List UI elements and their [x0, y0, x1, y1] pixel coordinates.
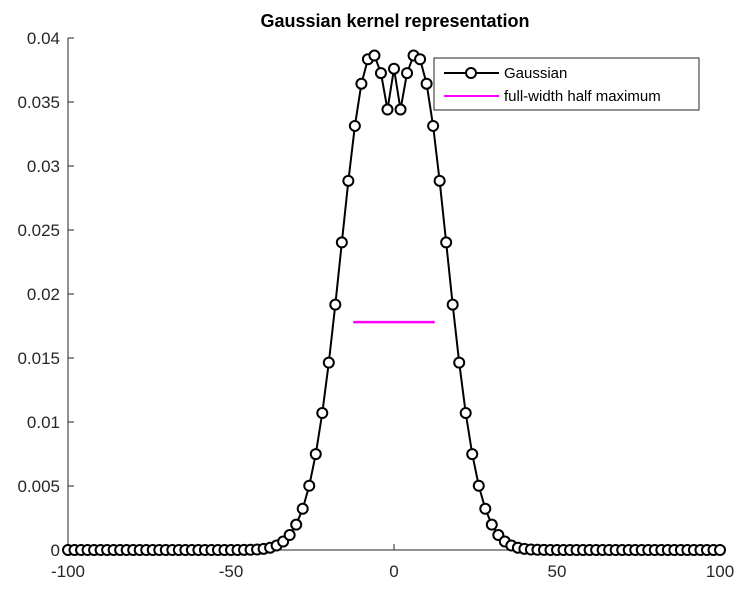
- y-axis-ticks: 0 0.005 0.01 0.015 0.02 0.025 0.03 0.035 0.04: [17, 29, 74, 560]
- series-lines: [68, 54, 720, 551]
- gaussian-point: [322, 356, 335, 369]
- y-tick-label: 0.02: [27, 285, 60, 304]
- gaussian-point: [335, 236, 348, 249]
- gaussian-point: [394, 103, 407, 116]
- gaussian-point: [296, 502, 309, 515]
- x-tick-label: 50: [548, 562, 567, 581]
- chart-title: Gaussian kernel representation: [260, 11, 529, 31]
- gaussian-point: [485, 518, 498, 531]
- gaussian-point: [309, 448, 322, 461]
- legend-gaussian-marker: [465, 67, 477, 79]
- gaussian-point: [420, 77, 433, 90]
- gaussian-line: [68, 54, 720, 551]
- gaussian-point: [446, 298, 459, 311]
- gaussian-point: [472, 479, 485, 492]
- y-tick-label: 0.015: [17, 349, 60, 368]
- gaussian-point: [368, 49, 381, 62]
- y-tick-label: 0.03: [27, 157, 60, 176]
- gaussian-point: [479, 502, 492, 515]
- gaussian-point: [433, 174, 446, 187]
- x-tick-label: 0: [389, 562, 398, 581]
- series-points: [62, 49, 726, 556]
- y-tick-label: 0.04: [27, 29, 60, 48]
- legend: Gaussian full-width half maximum: [433, 57, 700, 111]
- gaussian-point: [453, 356, 466, 369]
- gaussian-point: [427, 119, 440, 132]
- x-tick-label: -50: [219, 562, 244, 581]
- legend-fwhm-label: full-width half maximum: [504, 88, 661, 105]
- gaussian-point: [316, 407, 329, 420]
- gaussian-point: [381, 103, 394, 116]
- gaussian-point: [388, 62, 400, 75]
- y-tick-label: 0: [51, 541, 60, 560]
- gaussian-point: [440, 236, 453, 249]
- gaussian-point: [290, 518, 303, 531]
- x-tick-label: -100: [51, 562, 85, 581]
- x-tick-label: 100: [706, 562, 734, 581]
- gaussian-point: [303, 479, 316, 492]
- gaussian-point: [348, 119, 361, 132]
- legend-gaussian-label: Gaussian: [504, 65, 567, 82]
- y-tick-label: 0.005: [17, 477, 60, 496]
- axes: [67, 38, 720, 551]
- gaussian-point: [374, 67, 387, 80]
- gaussian-point: [401, 67, 414, 80]
- gaussian-point: [466, 448, 479, 461]
- x-axis-ticks: -100 -50 0 50 100: [51, 544, 734, 581]
- gaussian-point: [414, 53, 427, 66]
- gaussian-point: [283, 529, 296, 542]
- gaussian-point: [342, 174, 355, 187]
- gaussian-point: [459, 407, 472, 420]
- gaussian-point: [355, 77, 368, 90]
- y-tick-label: 0.035: [17, 93, 60, 112]
- y-tick-label: 0.025: [17, 221, 60, 240]
- gaussian-point: [714, 544, 726, 556]
- legend-box: [433, 57, 700, 111]
- gaussian-point: [329, 298, 342, 311]
- y-tick-label: 0.01: [27, 413, 60, 432]
